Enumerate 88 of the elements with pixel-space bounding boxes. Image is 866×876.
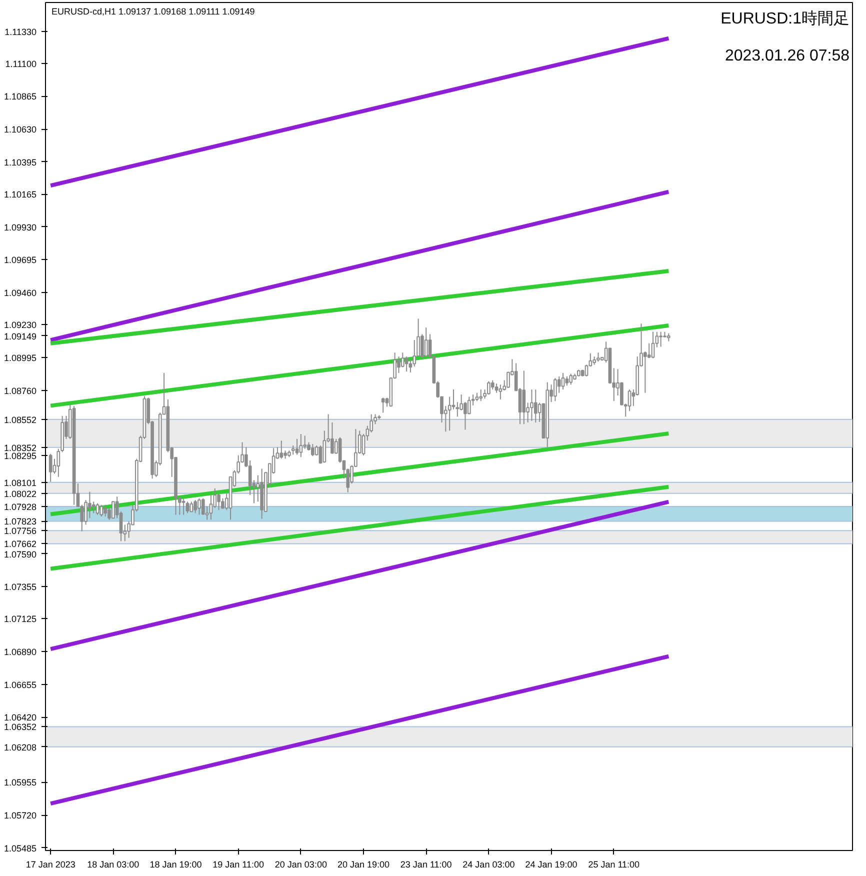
y-tick-label: 1.11100	[5, 58, 37, 69]
ref-line-label: 1.07756	[4, 526, 37, 536]
y-tick-label: 1.10865	[4, 92, 37, 102]
ref-line-label: 1.08022	[4, 488, 37, 499]
candlestick	[311, 443, 314, 457]
candlestick	[530, 388, 534, 422]
candlestick	[647, 342, 651, 359]
candlestick	[628, 388, 632, 412]
x-tick-label: 18 Jan 19:00	[150, 860, 202, 870]
candlestick	[565, 376, 569, 386]
candlestick	[303, 435, 307, 450]
candlestick	[190, 501, 194, 512]
y-tick-label: 1.06890	[4, 647, 37, 658]
x-tick-label: 24 Jan 03:00	[462, 860, 515, 870]
candlestick	[88, 491, 92, 519]
candlestick	[404, 356, 408, 372]
candlestick	[48, 453, 52, 482]
candlestick	[479, 388, 483, 402]
candlestick	[467, 396, 471, 415]
x-tick-label: 17 Jan 2023	[26, 860, 76, 870]
candlestick	[100, 504, 104, 517]
y-tick-label: 1.07590	[4, 549, 37, 560]
candlestick	[557, 376, 561, 394]
candlestick	[299, 434, 303, 458]
candlestick	[209, 494, 213, 520]
candlestick	[198, 498, 201, 516]
candlestick	[217, 492, 220, 510]
y-tick-label: 1.07125	[4, 614, 37, 624]
text: EURUSD:1時間足	[720, 10, 850, 28]
candlestick	[494, 383, 498, 394]
y-tick-label: 1.09930	[4, 222, 37, 232]
ref-line-label: 1.08352	[4, 442, 37, 453]
candlestick	[182, 498, 186, 516]
y-tick-label: 1.09460	[4, 288, 37, 298]
y-tick-label: 1.05720	[4, 810, 37, 821]
candlestick	[381, 397, 385, 414]
x-tick-label: 18 Jan 03:00	[87, 860, 140, 870]
ref-line-label: 1.06352	[4, 722, 37, 732]
candlestick	[186, 501, 190, 514]
candlestick	[92, 501, 96, 514]
ref-line-label: 1.08101	[4, 478, 37, 488]
ref-line-label: 1.07662	[4, 539, 37, 550]
candlestick	[104, 504, 108, 517]
ref-line-label: 1.07823	[4, 516, 37, 527]
candlestick	[659, 331, 662, 348]
y-tick-label: 1.09230	[4, 320, 37, 330]
candlestick	[221, 498, 224, 510]
y-tick-label: 1.08995	[4, 352, 37, 363]
candlestick	[295, 438, 299, 456]
x-tick-label: 24 Jan 19:00	[525, 860, 578, 870]
y-tick-label: 1.05485	[4, 843, 37, 854]
candlestick	[322, 430, 326, 464]
x-tick-label: 20 Jan 03:00	[274, 860, 327, 870]
candlestick	[569, 373, 573, 386]
y-tick-label: 1.10630	[4, 124, 37, 135]
candlestick	[194, 499, 197, 514]
candlestick	[96, 502, 100, 516]
candlestick	[534, 388, 538, 423]
y-tick-label: 1.08295	[4, 450, 37, 461]
candlestick	[487, 380, 490, 396]
y-tick-label: 1.10165	[4, 190, 37, 200]
y-tick-label: 1.05955	[4, 778, 37, 788]
x-tick-label: 19 Jan 11:00	[212, 860, 264, 870]
ref-line-label: 1.08552	[4, 414, 37, 425]
candlestick	[561, 372, 565, 390]
y-tick-label: 1.07355	[4, 582, 37, 592]
y-tick-label: 1.08760	[4, 386, 37, 396]
candlestick	[522, 370, 526, 425]
candlestick	[498, 384, 502, 400]
x-tick-label: 25 Jan 11:00	[588, 860, 640, 870]
candlestick	[280, 440, 284, 460]
x-tick-label: 23 Jan 11:00	[400, 860, 452, 870]
candlestick	[452, 388, 456, 410]
y-tick-label: 1.06655	[4, 680, 37, 690]
y-tick-label: 1.09149	[4, 331, 37, 342]
candlestick	[291, 445, 295, 456]
y-tick-label: 1.09695	[4, 255, 37, 266]
annotation: EURUSD-cd,H1 1.09137 1.09168 1.09111 1.09149	[52, 6, 255, 16]
x-tick-label: 20 Jan 19:00	[338, 860, 390, 870]
candlestick	[424, 327, 428, 358]
candlestick	[554, 378, 557, 402]
y-tick-label: 1.10395	[4, 157, 37, 168]
y-tick-label: 1.06420	[4, 712, 37, 723]
ref-line-label: 1.07928	[4, 502, 37, 512]
ref-line-label: 1.06208	[4, 742, 37, 752]
text: 2023.01.26 07:58	[724, 48, 850, 64]
y-tick-label: 1.11330	[4, 26, 37, 37]
candlestick	[400, 352, 404, 368]
